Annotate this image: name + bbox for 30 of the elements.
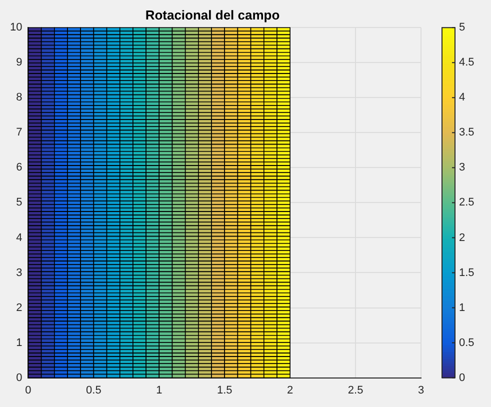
color-bar-label: 1.5 xyxy=(459,266,474,279)
x-tick-label: 2.5 xyxy=(348,384,364,396)
y-tick-label: 4 xyxy=(16,232,22,244)
x-tick-label: 0 xyxy=(25,384,32,396)
x-tick-label: 3 xyxy=(418,384,424,396)
y-tick-label: 7 xyxy=(16,126,22,139)
color-bar-label: 3.5 xyxy=(459,126,474,139)
color-bar-label: 3 xyxy=(459,162,466,174)
y-tick-label: 3 xyxy=(16,266,22,279)
color-bar-label: 4 xyxy=(459,92,466,104)
x-tick-label: 2 xyxy=(287,384,294,396)
x-tick-label: 1 xyxy=(156,384,162,396)
color-bar-label: 1 xyxy=(459,302,466,314)
y-tick-label: 9 xyxy=(16,56,22,69)
y-tick-label: 10 xyxy=(10,22,22,34)
y-tick-label: 2 xyxy=(16,302,22,314)
color-bar-label: 0 xyxy=(459,372,466,384)
color-bar-label: 2 xyxy=(459,232,466,244)
color-bar-label: 4.5 xyxy=(459,56,474,69)
y-tick-label: 1 xyxy=(16,336,22,349)
y-tick-label: 8 xyxy=(16,92,22,104)
y-tick-label: 5 xyxy=(16,196,22,209)
color-bar-label: 2.5 xyxy=(459,196,474,209)
x-tick-label: 1.5 xyxy=(216,384,232,396)
x-tick-label: 0.5 xyxy=(86,384,102,396)
color-bar-label: 5 xyxy=(459,22,466,34)
chart-title: Rotacional del campo xyxy=(145,7,280,22)
color-bar-label: 0.5 xyxy=(459,336,474,349)
y-tick-label: 6 xyxy=(16,162,22,174)
y-tick-label: 0 xyxy=(16,372,22,384)
